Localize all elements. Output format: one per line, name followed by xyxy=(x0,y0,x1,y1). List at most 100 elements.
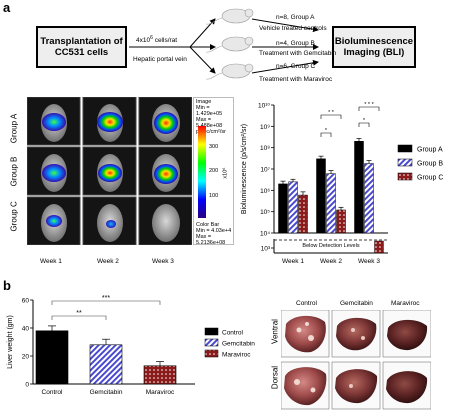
group-c-n: n=6, Group C xyxy=(276,63,316,70)
rat-icon-b xyxy=(205,36,254,53)
liver-photo-gemcitabin-ventral xyxy=(331,310,381,358)
bli-ytick-label: 10⁶ xyxy=(260,188,270,195)
bli-ytick-label: 10⁴ xyxy=(260,231,270,238)
liver-ytick-label: 40 xyxy=(22,326,30,333)
bli-ytick-label: 10⁵ xyxy=(260,209,270,216)
transplantation-box-text: Transplantation of CC531 cells xyxy=(40,36,123,58)
col-label-week-3: Week 3 xyxy=(152,258,174,265)
bli-significance-label: * * xyxy=(328,110,335,116)
liver-significance-bracket xyxy=(51,315,107,320)
group-a-n: n=8, Group A xyxy=(276,14,315,21)
bli-chart: 10⁴ 10⁵ 10⁶ 10⁷ 10⁸ 10⁹ 10¹⁰ 10³ Below Detection… xyxy=(241,102,443,265)
imaging-grid xyxy=(27,97,192,245)
rat-icon-a xyxy=(205,8,254,25)
schematic-svg xyxy=(129,8,319,80)
colorbar-tick-300: 300 xyxy=(209,144,219,150)
bli-ytick-label: 10⁸ xyxy=(260,145,270,152)
bli-below-detection-label: Below Detection Levels xyxy=(302,243,359,249)
bli-significance-bracket xyxy=(358,106,380,111)
bli-xtick-label: Week 1 xyxy=(282,258,304,265)
bli-bar xyxy=(336,209,346,234)
mouse-image-b-w3 xyxy=(138,146,192,196)
liver-significance-label: ** xyxy=(76,310,82,317)
bli-box-text: Bioluminescence Imaging (BLI) xyxy=(334,36,414,58)
bli-box: Bioluminescence Imaging (BLI) xyxy=(332,26,416,68)
bli-legend-swatch xyxy=(397,158,413,167)
rat-icon-c xyxy=(205,63,254,80)
mouse-image-c-w1 xyxy=(27,196,81,245)
mouse-image-b-w1 xyxy=(27,146,81,196)
photo-col-gemcitabin: Gemcitabin xyxy=(340,300,373,307)
bli-xtick-label: Week 3 xyxy=(358,258,380,265)
bli-legend-label: Group A xyxy=(417,147,443,154)
liver-ytick-label: 0 xyxy=(25,382,29,389)
liver-legend-label: Control xyxy=(222,330,244,337)
arrow-to-c xyxy=(189,46,216,74)
bli-bar-below-detection xyxy=(374,240,384,254)
liver-xtick-label: Gemcitabin xyxy=(90,389,123,396)
bli-ytick-extra-label: 10³ xyxy=(261,246,271,253)
liver-ytick-label: 60 xyxy=(22,298,30,305)
mouse-image-a-w2 xyxy=(82,97,137,146)
liver-legend-label: Maraviroc xyxy=(222,352,251,359)
mouse-image-b-w2 xyxy=(82,146,137,196)
liver-photo-maraviroc-ventral xyxy=(382,310,431,358)
bli-ytick-label: 10¹⁰ xyxy=(258,103,270,110)
bli-ytick-label: 10⁹ xyxy=(260,124,270,131)
bli-significance-label: * * * xyxy=(364,102,374,108)
group-b-treatment: Treatment with Gemcitabin xyxy=(259,50,337,57)
liver-legend-swatch xyxy=(204,349,219,358)
bli-bar xyxy=(278,183,288,234)
liver-xtick-label: Maraviroc xyxy=(146,389,175,396)
mouse-image-c-w3 xyxy=(138,196,192,245)
transplantation-box: Transplantation of CC531 cells xyxy=(36,26,127,68)
bli-significance-label: * xyxy=(363,118,366,124)
liver-xtick-label: Control xyxy=(42,389,64,396)
liver-photo-control-ventral xyxy=(281,310,330,358)
bli-significance-bracket xyxy=(320,132,332,137)
bli-legend-label: Group C xyxy=(417,175,443,182)
liver-photo-maraviroc-dorsal xyxy=(382,361,431,410)
bli-bar xyxy=(354,140,364,234)
colorbar-tick-100: 100 xyxy=(209,193,219,199)
bli-y-axis-label: Bioluminescence (p/s/cm²/sr) xyxy=(241,124,248,214)
group-b-n: n=4, Group B xyxy=(276,40,315,47)
liver-bar xyxy=(35,330,69,385)
liver-ytick-label: 20 xyxy=(22,354,30,361)
row-label-group-c: Group C xyxy=(9,201,19,232)
bli-bar xyxy=(316,158,326,234)
mouse-image-c-w2 xyxy=(82,196,137,245)
photo-row-ventral: Ventral xyxy=(270,319,280,344)
route-label: Hepatic portal vein xyxy=(133,56,187,63)
bli-bar xyxy=(364,163,374,234)
photo-col-maraviroc: Maraviroc xyxy=(391,300,420,307)
bli-significance-bracket xyxy=(320,114,342,119)
row-label-group-a: Group A xyxy=(9,113,19,144)
group-c-treatment: Treatment with Maraviroc xyxy=(259,76,333,83)
bli-significance-bracket xyxy=(358,122,370,127)
panel-b-letter: b xyxy=(3,278,11,293)
group-a-treatment: Vehicle treated controls xyxy=(259,25,327,32)
bli-legend-swatch xyxy=(397,144,413,153)
colorbar-bottom-text: Color Bar Min = 4.03e+4 Max = 5.2136e+08 xyxy=(196,222,232,246)
photo-col-control: Control xyxy=(296,300,317,307)
bli-bar xyxy=(298,194,308,234)
bli-ytick-label: 10⁷ xyxy=(260,167,270,174)
liver-photo-control-dorsal xyxy=(281,361,330,410)
arrow-a-out xyxy=(251,18,319,33)
liver-y-axis-label: Liver weight (gm) xyxy=(7,315,14,369)
liver-bar xyxy=(89,344,123,385)
liver-legend-swatch xyxy=(204,338,219,347)
bli-significance-label: * xyxy=(325,128,328,134)
colorbar-tick-200: 200 xyxy=(209,168,219,174)
arrow-c-out xyxy=(251,59,319,74)
bli-bar xyxy=(326,173,336,234)
bli-bar xyxy=(288,181,298,234)
liver-bar xyxy=(143,365,177,385)
photo-row-dorsal: Dorsal xyxy=(270,365,280,390)
arrow-to-a xyxy=(189,18,216,48)
bli-xtick-label: Week 2 xyxy=(320,258,342,265)
colorbar-top-text: Image Min = 1.429e+05 Max = 5.488e+08 p/… xyxy=(196,99,226,135)
mouse-image-a-w3 xyxy=(138,97,192,146)
